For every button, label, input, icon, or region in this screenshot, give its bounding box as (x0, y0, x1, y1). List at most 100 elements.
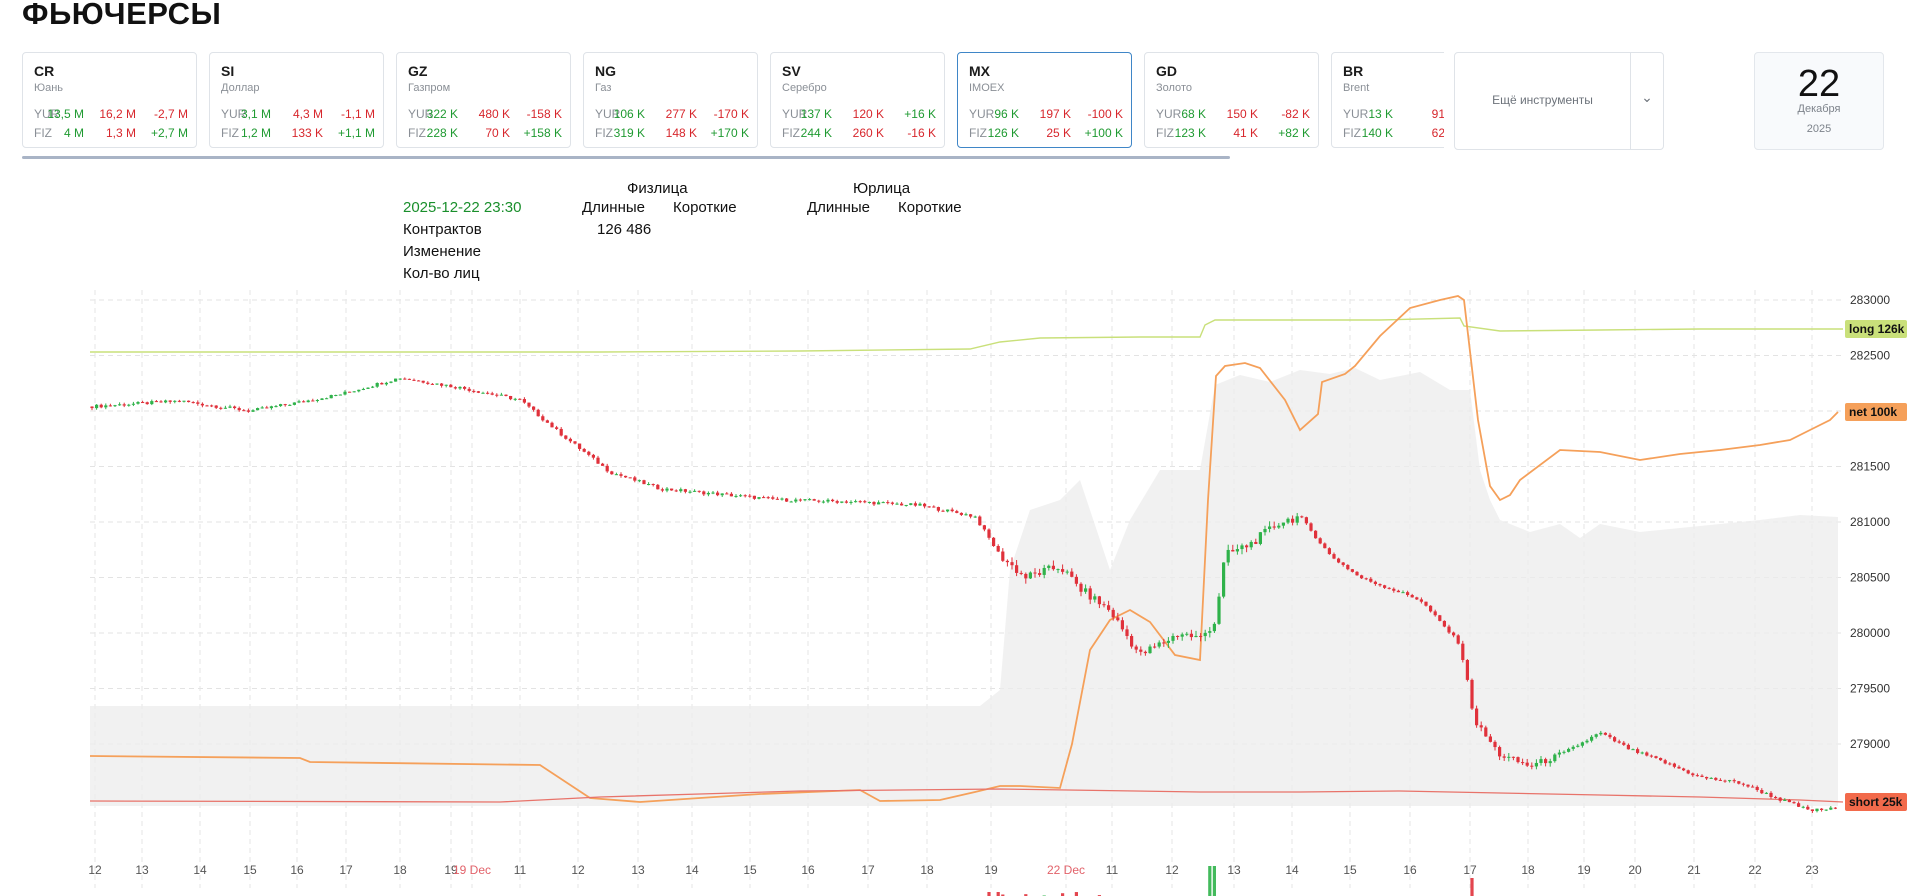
instrument-card-mx[interactable]: MX IMOEX YUR 96 K 197 K -100 K FIZ 126 K… (957, 52, 1132, 148)
short-badge: short 25k (1849, 795, 1903, 809)
candle-body (1682, 768, 1686, 771)
candle-body (1042, 567, 1046, 575)
candle-body (729, 493, 733, 497)
candle-body (513, 398, 517, 400)
candle-body (969, 514, 973, 517)
instrument-card-gd[interactable]: GD Золото YUR 68 K 150 K -82 K FIZ 123 K… (1144, 52, 1319, 148)
candle-body (237, 408, 241, 411)
time-tick-label: 18 (1521, 863, 1535, 877)
candle-body (555, 427, 559, 429)
candle-body (1383, 585, 1387, 588)
candle-body (1369, 578, 1373, 582)
candle-body (1268, 526, 1272, 529)
fiz-short-value: 41 K (1233, 126, 1258, 140)
candle-body (665, 488, 669, 491)
long-badge-bg (1845, 320, 1907, 338)
candle-body (844, 501, 848, 503)
yur-short-value: 120 K (852, 107, 884, 121)
candle-body (1608, 734, 1612, 738)
candle-body (210, 405, 214, 407)
row-label: YUR (221, 107, 247, 121)
instrument-card-ng[interactable]: NG Газ YUR 106 K 277 K -170 K FIZ 319 K … (583, 52, 758, 148)
candle-body (771, 497, 775, 499)
yur-short-value: 91 (1431, 107, 1444, 121)
instrument-card-br[interactable]: BR Brent YUR 13 K 91 FIZ 140 K 62 (1331, 52, 1444, 148)
price-tick-label: 280500 (1850, 571, 1890, 585)
chevron-down-icon[interactable]: ⌄ (1641, 89, 1653, 105)
instrument-card-sv[interactable]: SV Серебро YUR 137 K 120 K +16 K FIZ 244… (770, 52, 945, 148)
candle-body (909, 503, 913, 505)
candle-body (1415, 597, 1419, 600)
candle-body (1631, 749, 1635, 751)
candle-body (1654, 756, 1658, 758)
time-tick-label: 14 (1285, 863, 1299, 877)
date-year: 2025 (1806, 123, 1832, 135)
fiz-long-value: 123 K (1174, 126, 1206, 140)
instrument-card-gz[interactable]: GZ Газпром YUR 322 K 480 K -158 K FIZ 22… (396, 52, 571, 148)
candle-body (628, 477, 632, 479)
candle-body (923, 503, 927, 507)
legend-row-persons: Кол-во лиц (403, 265, 480, 282)
net-badge-bg (1845, 403, 1907, 421)
card-ticker: BR (1343, 63, 1364, 79)
time-tick-label: 19 (1577, 863, 1591, 877)
candle-body (1783, 799, 1787, 801)
candle-body (1387, 587, 1391, 589)
more-instruments-dropdown[interactable]: Ещё инструменты ⌄ (1454, 52, 1664, 150)
candle-body (412, 379, 416, 381)
candle-body (978, 516, 982, 526)
candle-body (1240, 545, 1244, 550)
yur-long-value: 96 K (994, 107, 1019, 121)
card-row-yur: YUR 13 K 91 (1343, 107, 1444, 123)
time-tick-label: 12 (571, 863, 585, 877)
candle-body (932, 506, 936, 508)
fiz-short-value: 260 K (852, 126, 884, 140)
volume-bar (996, 892, 1000, 896)
row-label: FIZ (1343, 126, 1361, 140)
time-tick-label: 12 (88, 863, 102, 877)
candle-body (1286, 518, 1290, 523)
fiz-net-value: +100 K (1084, 126, 1123, 140)
candle-body (1134, 646, 1138, 650)
candle-body (752, 495, 756, 499)
card-instrument-name: Золото (1156, 82, 1192, 94)
yur-net-value: -170 K (713, 107, 749, 121)
candle-body (1438, 615, 1442, 621)
candle-body (1774, 796, 1778, 798)
card-ticker: SI (221, 63, 235, 79)
instrument-card-cr[interactable]: CR Юань YUR 13,5 M 16,2 M -2,7 M FIZ 4 M… (22, 52, 197, 148)
candle-body (766, 497, 770, 499)
candle-body (854, 501, 858, 503)
candle-body (532, 406, 536, 410)
legend-yur-short: Короткие (898, 199, 962, 216)
candle-body (936, 507, 940, 511)
candle-body (223, 407, 227, 409)
date-picker[interactable]: 22 Декабря 2025 (1754, 52, 1884, 150)
candle-body (214, 405, 218, 408)
candle-body (1820, 808, 1824, 810)
fiz-short-value: 62 (1431, 126, 1444, 140)
candle-body (1732, 780, 1736, 782)
candle-body (348, 391, 352, 393)
instrument-card-si[interactable]: SI Доллар YUR 3,1 M 4,3 M -1,1 M FIZ 1,2… (209, 52, 384, 148)
candle-body (384, 382, 388, 385)
candle-body (1272, 526, 1276, 528)
yur-net-value: -82 K (1281, 107, 1310, 121)
candle-body (191, 402, 195, 404)
candle-body (435, 383, 439, 385)
candle-body (992, 537, 996, 547)
candle-body (1801, 806, 1805, 808)
price-tick-label: 281000 (1850, 515, 1890, 529)
candle-body (1222, 562, 1226, 597)
candle-body (1373, 581, 1377, 585)
price-candles (90, 377, 1837, 814)
long-line (90, 317, 1843, 353)
candle-body (743, 495, 747, 497)
card-row-fiz: FIZ 123 K 41 K +82 K (1156, 126, 1310, 142)
yur-long-value: 13 K (1368, 107, 1393, 121)
candle-body (1028, 572, 1032, 579)
candle-body (481, 392, 485, 394)
futures-chart[interactable]: 2830002825002820002815002810002805002800… (0, 270, 1908, 896)
cards-scrollbar[interactable] (22, 156, 1230, 159)
candle-body (762, 497, 766, 499)
